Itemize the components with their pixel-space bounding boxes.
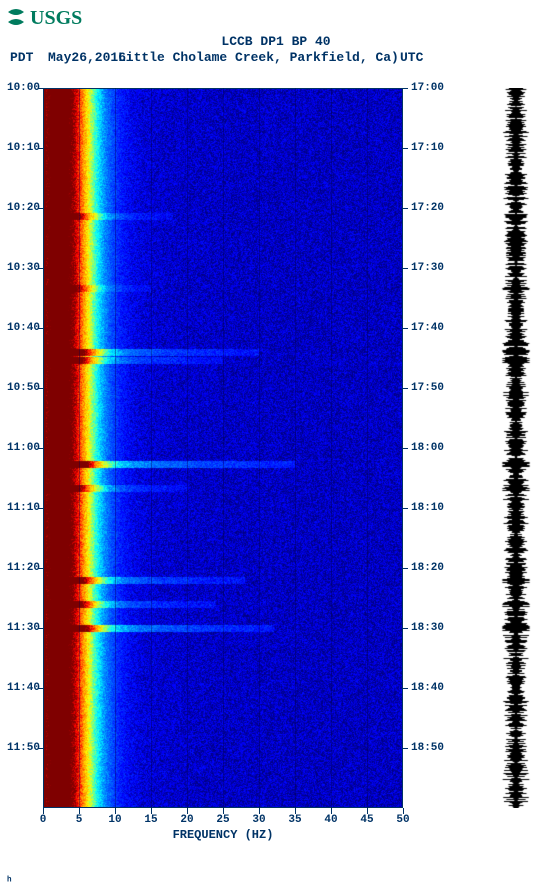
tick-mark [403,568,408,569]
grid-line [367,88,368,808]
ytick-left: 10:20 [0,202,40,214]
utc-label: UTC [400,50,423,65]
xtick: 50 [393,814,413,826]
tick-mark [38,688,43,689]
tick-mark [38,208,43,209]
tick-mark [38,628,43,629]
xtick: 45 [357,814,377,826]
usgs-text: USGS [30,7,82,29]
tick-mark [38,328,43,329]
ytick-right: 18:00 [411,442,451,454]
grid-line [259,88,260,808]
ytick-right: 17:10 [411,142,451,154]
xtick: 25 [213,814,233,826]
xtick: 15 [141,814,161,826]
ytick-right: 18:20 [411,562,451,574]
grid-line [151,88,152,808]
grid-line [331,88,332,808]
tick-mark [403,268,408,269]
tick-mark [403,448,408,449]
tick-mark [38,88,43,89]
grid-line [295,88,296,808]
footer-glyph: ʰ [6,876,13,888]
date-label: May26,2016 [48,50,126,65]
tick-mark [38,748,43,749]
ytick-left: 11:00 [0,442,40,454]
tick-mark [38,148,43,149]
chart-title: LCCB DP1 BP 40 [0,34,552,49]
tick-mark [38,508,43,509]
ytick-left: 11:10 [0,502,40,514]
ytick-right: 18:10 [411,502,451,514]
usgs-logo: USGS [6,4,100,35]
tick-mark [38,268,43,269]
ytick-left: 11:20 [0,562,40,574]
ytick-left: 10:50 [0,382,40,394]
tick-mark [38,388,43,389]
ytick-right: 18:50 [411,742,451,754]
xtick: 40 [321,814,341,826]
grid-line [79,88,80,808]
tick-mark [38,568,43,569]
ytick-left: 11:40 [0,682,40,694]
xtick: 10 [105,814,125,826]
tick-mark [403,328,408,329]
ytick-left: 10:00 [0,82,40,94]
wave-icon [8,9,24,15]
ytick-right: 18:30 [411,622,451,634]
ytick-right: 18:40 [411,682,451,694]
ytick-left: 10:10 [0,142,40,154]
ytick-left: 11:30 [0,622,40,634]
ytick-left: 10:30 [0,262,40,274]
tick-mark [403,508,408,509]
ytick-left: 11:50 [0,742,40,754]
tick-mark [403,88,408,89]
tick-mark [403,388,408,389]
location-label: Little Cholame Creek, Parkfield, Ca) [118,50,399,65]
wave-icon [8,19,24,25]
grid-line [223,88,224,808]
xtick: 30 [249,814,269,826]
ytick-right: 17:20 [411,202,451,214]
tick-mark [403,748,408,749]
grid-line [115,88,116,808]
ytick-left: 10:40 [0,322,40,334]
tick-mark [403,688,408,689]
tick-mark [403,628,408,629]
pdt-label: PDT [10,50,33,65]
grid-line [187,88,188,808]
tick-mark [403,148,408,149]
waveform [500,88,532,808]
xtick: 0 [33,814,53,826]
xtick: 20 [177,814,197,826]
ytick-right: 17:50 [411,382,451,394]
x-axis-label: FREQUENCY (HZ) [43,828,403,842]
tick-mark [38,448,43,449]
tick-mark [403,208,408,209]
ytick-right: 17:30 [411,262,451,274]
xtick: 5 [69,814,89,826]
ytick-right: 17:40 [411,322,451,334]
xtick: 35 [285,814,305,826]
ytick-right: 17:00 [411,82,451,94]
